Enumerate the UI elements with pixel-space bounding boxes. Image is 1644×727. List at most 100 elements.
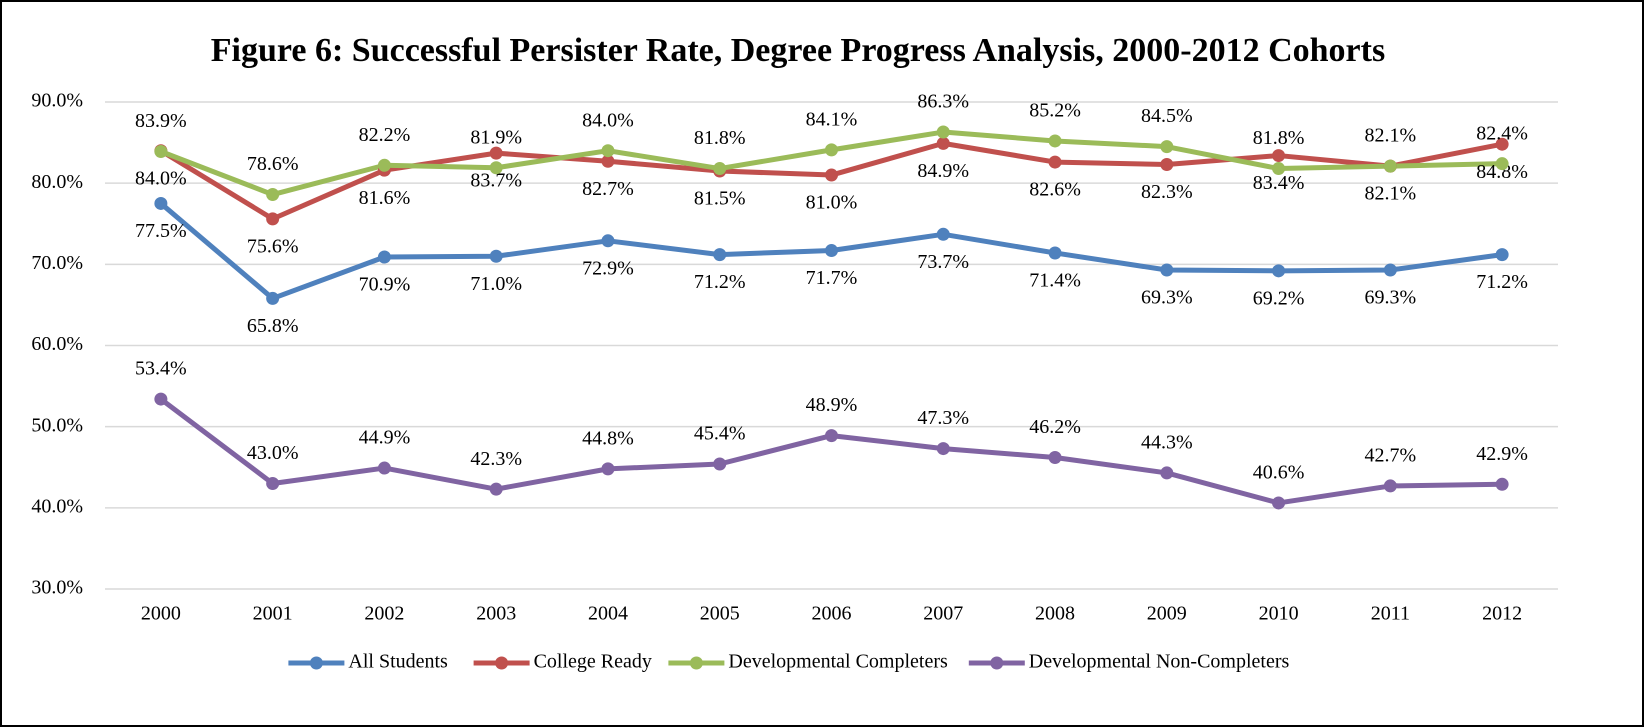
data-point	[1383, 159, 1397, 173]
y-tick-label: 80.0%	[31, 171, 83, 193]
data-point	[377, 250, 391, 264]
data-label: 69.2%	[1253, 287, 1305, 309]
data-point	[601, 154, 615, 168]
y-tick-label: 50.0%	[31, 414, 83, 436]
data-label: 82.6%	[1029, 179, 1081, 201]
data-label: 82.1%	[1365, 183, 1417, 205]
x-tick-label: 2010	[1259, 603, 1299, 625]
data-point	[1383, 479, 1397, 493]
data-label: 48.9%	[806, 394, 858, 416]
x-tick-label: 2012	[1482, 603, 1522, 625]
data-label: 86.3%	[917, 91, 969, 113]
data-label: 81.8%	[694, 127, 746, 149]
data-point	[1272, 264, 1286, 278]
data-point	[1160, 157, 1174, 171]
data-point	[1048, 246, 1062, 260]
data-point	[1160, 140, 1174, 154]
data-point	[377, 461, 391, 475]
data-point	[1048, 451, 1062, 465]
legend-label: Developmental Completers	[728, 651, 948, 673]
x-tick-label: 2006	[812, 603, 852, 625]
data-point	[936, 442, 950, 456]
data-point	[1495, 248, 1509, 262]
data-label: 40.6%	[1253, 462, 1305, 484]
data-point	[1495, 157, 1509, 171]
data-point	[266, 291, 280, 305]
data-label: 46.2%	[1029, 416, 1081, 438]
data-label: 42.7%	[1365, 445, 1417, 467]
data-point	[1160, 263, 1174, 277]
data-label: 44.3%	[1141, 432, 1193, 454]
data-point	[489, 146, 503, 160]
data-point	[1383, 263, 1397, 277]
y-tick-label: 40.0%	[31, 495, 83, 517]
data-point	[489, 161, 503, 175]
data-point	[266, 188, 280, 202]
legend-marker	[689, 656, 703, 670]
x-tick-label: 2003	[476, 603, 516, 625]
data-label: 81.5%	[694, 188, 746, 210]
data-label: 84.9%	[917, 160, 969, 182]
data-label: 84.5%	[1141, 105, 1193, 127]
data-label: 53.4%	[135, 358, 187, 380]
data-point	[489, 249, 503, 263]
data-label: 72.9%	[582, 257, 634, 279]
data-label: 82.7%	[582, 178, 634, 200]
data-point	[825, 429, 838, 443]
data-label: 45.4%	[694, 423, 746, 445]
data-label: 78.6%	[247, 153, 299, 175]
data-point	[825, 143, 838, 157]
x-tick-label: 2009	[1147, 603, 1187, 625]
data-label: 70.9%	[359, 274, 411, 296]
data-point	[601, 234, 615, 248]
data-label: 73.7%	[917, 251, 969, 273]
data-label: 42.9%	[1476, 443, 1528, 465]
data-label: 71.2%	[1476, 271, 1528, 293]
data-point	[936, 136, 950, 150]
data-label: 81.9%	[470, 126, 522, 148]
data-point	[377, 158, 391, 172]
data-label: 75.6%	[247, 235, 299, 257]
legend-marker	[990, 656, 1004, 670]
data-point	[1272, 162, 1286, 176]
legend-label: College Ready	[534, 651, 652, 673]
data-point	[713, 162, 727, 176]
data-label: 81.0%	[806, 192, 858, 214]
data-point	[825, 244, 838, 258]
x-tick-label: 2005	[700, 603, 740, 625]
data-point	[489, 482, 503, 496]
data-point	[154, 145, 168, 159]
data-point	[1272, 496, 1286, 510]
data-label: 81.8%	[1253, 127, 1305, 149]
data-label: 71.0%	[470, 273, 522, 295]
data-label: 83.7%	[470, 170, 522, 192]
data-point	[713, 457, 727, 471]
data-label: 82.4%	[1476, 122, 1528, 144]
data-label: 82.2%	[359, 124, 411, 146]
y-tick-label: 30.0%	[31, 577, 83, 599]
data-label: 83.9%	[135, 110, 187, 132]
data-label: 65.8%	[247, 315, 299, 337]
chart-title: Figure 6: Successful Persister Rate, Deg…	[211, 32, 1385, 69]
y-tick-label: 60.0%	[31, 333, 83, 355]
data-point	[266, 212, 280, 226]
x-tick-label: 2007	[923, 603, 963, 625]
data-label: 82.1%	[1365, 125, 1417, 147]
data-label: 83.4%	[1253, 172, 1305, 194]
data-label: 84.8%	[1476, 161, 1528, 183]
data-point	[601, 462, 615, 476]
data-label: 71.2%	[694, 271, 746, 293]
data-label: 71.7%	[806, 267, 858, 289]
data-point	[1495, 477, 1509, 491]
data-label: 71.4%	[1029, 270, 1081, 292]
data-label: 85.2%	[1029, 100, 1081, 122]
data-point	[1048, 134, 1062, 148]
data-label: 47.3%	[917, 407, 969, 429]
data-label: 69.3%	[1141, 287, 1193, 309]
data-label: 44.9%	[359, 427, 411, 449]
data-point	[713, 248, 727, 262]
data-point	[1272, 149, 1286, 163]
x-tick-label: 2011	[1371, 603, 1410, 625]
